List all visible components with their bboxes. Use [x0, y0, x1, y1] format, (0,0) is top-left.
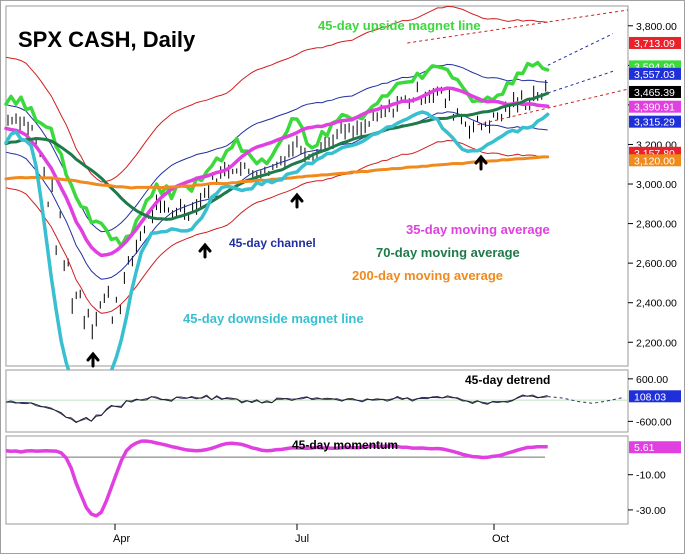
chart-title: SPX CASH, Daily [18, 27, 196, 52]
main-badge-label-3-557-03: 3,557.03 [634, 69, 675, 81]
upper-red-projection [407, 9, 629, 44]
main-annotations: 45-day upside magnet line 35-day moving a… [183, 18, 550, 326]
momentum-tick-label-10-00: -10.00 [636, 470, 666, 482]
x-tick-label-oct: Oct [492, 533, 509, 545]
lower-red-projection [477, 88, 629, 126]
main-badge-3-390-91 [629, 100, 681, 113]
annotation-200-day-moving-average: 200-day moving average [352, 268, 503, 283]
cycle-low-arrow-2 [198, 242, 212, 259]
main-badge-label-3-120-00: 3,120.00 [634, 155, 675, 167]
momentum-title: 45-day momentum [292, 438, 398, 452]
main-badge-label-3-713-09: 3,713.09 [634, 38, 675, 50]
annotation-70-day-moving-average: 70-day moving average [376, 245, 520, 260]
cycle-low-arrows [86, 154, 488, 368]
annotation-35-day-moving-average: 35-day moving average [406, 222, 550, 237]
series-45-day-upside-magnet-line [4, 60, 550, 249]
main-badge-label-3-390-91: 3,390.91 [634, 102, 675, 114]
momentum-series [5, 439, 548, 518]
annotation-45-day-channel: 45-day channel [229, 236, 316, 250]
momentum-badge-label-5-61: 5.61 [634, 442, 655, 454]
y-tick-label-2-200-00: 2,200.00 [636, 337, 677, 349]
cycle-low-arrow-4 [474, 154, 488, 171]
main-panel: SPX CASH, Daily 45-day upside magnet lin… [4, 5, 629, 397]
detrend-raw-line [5, 394, 548, 424]
cycle-low-arrow-1 [86, 351, 100, 368]
annotation-45-day-upside-magnet-line: 45-day upside magnet line [318, 18, 481, 33]
y-tick-label-2-800-00: 2,800.00 [636, 219, 677, 231]
channel-upper-red-line [5, 5, 548, 183]
detrend-panel-frame [5, 369, 629, 433]
channel-upper-blue-line [5, 63, 548, 233]
series-35-day-moving-average [4, 86, 550, 258]
detrend-tick-label-600-00: -600.00 [636, 416, 672, 428]
x-tick-label-jul: Jul [295, 533, 309, 545]
detrend-badge-108-03 [629, 390, 681, 403]
upper-blue-projection [547, 33, 614, 66]
series-70-day-moving-average [4, 91, 550, 221]
detrend-axis: 600.00 -600.00 108.03 [628, 374, 681, 428]
main-badge-3-713-09 [629, 36, 681, 49]
detrend-series [5, 394, 624, 424]
channel-lower-blue-line [5, 111, 548, 280]
series-45-day-momentum [5, 439, 548, 518]
cycle-low-arrow-3 [290, 192, 304, 209]
x-tick-label-apr: Apr [113, 533, 130, 545]
y-tick-label-2-400-00: 2,400.00 [636, 298, 677, 310]
detrend-panel: 45-day detrend [5, 369, 629, 433]
main-badge-3-120-00 [629, 154, 681, 167]
main-badge-label-3-315-29: 3,315.29 [634, 117, 675, 129]
detrend-projection [547, 396, 624, 404]
detrend-title: 45-day detrend [465, 373, 550, 387]
momentum-axis: -10.00 -30.00 5.61 [628, 441, 681, 517]
annotation-45-day-downside-magnet-line: 45-day downside magnet line [183, 311, 364, 326]
momentum-panel-frame [5, 435, 629, 525]
y-tick-label-3-000-00: 3,000.00 [636, 179, 677, 191]
series-45-day-detrend [6, 394, 548, 423]
channel-lines [5, 5, 629, 314]
main-badge-label-3-465-39: 3,465.39 [634, 87, 675, 99]
y-tick-label-3-800-00: 3,800.00 [636, 21, 677, 33]
detrend-badge-label-108-03: 108.03 [634, 391, 666, 403]
main-badge-3-465-39 [629, 85, 681, 98]
main-price-axis: 3,800.003,600.003,400.003,200.003,000.00… [628, 21, 681, 349]
x-axis: Apr Jul Oct [113, 524, 509, 545]
momentum-panel: 45-day momentum [5, 435, 629, 525]
detrend-tick-label-600-00: 600.00 [636, 374, 668, 386]
main-badge-3-315-29 [629, 115, 681, 128]
main-badge-3-557-03 [629, 67, 681, 80]
momentum-tick-label-30-00: -30.00 [636, 505, 666, 517]
y-tick-label-2-600-00: 2,600.00 [636, 258, 677, 270]
momentum-badge-5-61 [629, 441, 681, 454]
